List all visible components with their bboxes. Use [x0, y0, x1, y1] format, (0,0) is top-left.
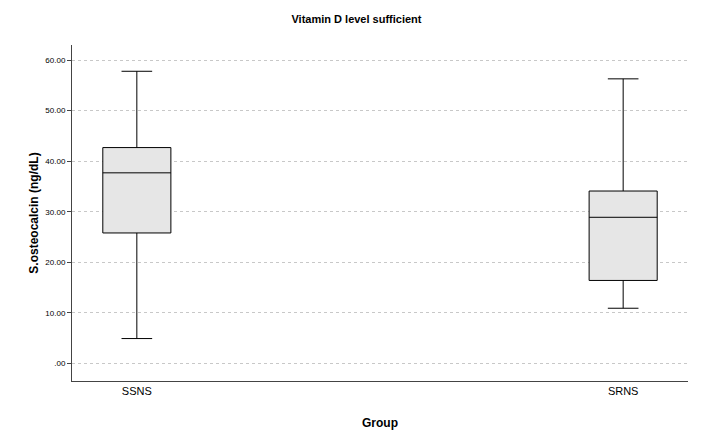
svg-text:SRNS: SRNS [608, 385, 639, 397]
svg-text:.00: .00 [54, 359, 66, 368]
svg-text:60.00: 60.00 [45, 56, 66, 65]
svg-text:20.00: 20.00 [45, 258, 66, 267]
svg-text:Vitamin D level sufficient: Vitamin D level sufficient [291, 13, 421, 25]
svg-text:S.osteocalcin (ng/dL): S.osteocalcin (ng/dL) [27, 152, 41, 273]
svg-text:40.00: 40.00 [45, 157, 66, 166]
svg-text:Group: Group [362, 416, 398, 430]
svg-text:10.00: 10.00 [45, 309, 66, 318]
svg-text:30.00: 30.00 [45, 208, 66, 217]
svg-text:50.00: 50.00 [45, 106, 66, 115]
svg-text:SSNS: SSNS [122, 385, 152, 397]
